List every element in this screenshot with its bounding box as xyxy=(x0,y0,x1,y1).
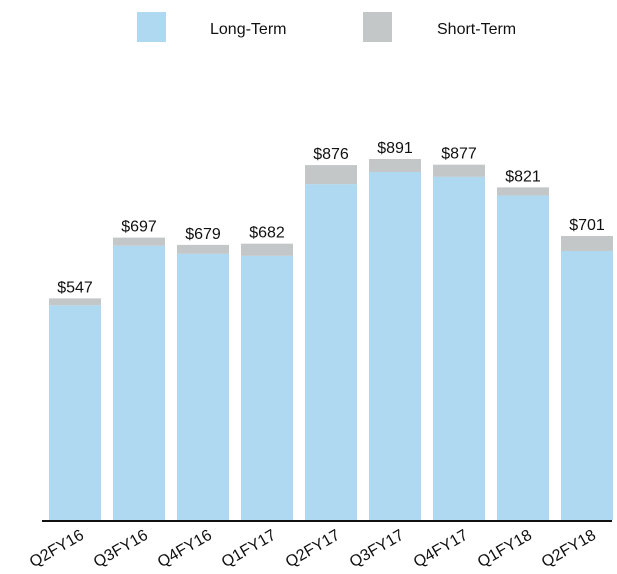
legend-swatch xyxy=(363,12,392,42)
bar-segment xyxy=(369,171,421,520)
bar-segment xyxy=(497,195,549,520)
bar-segment xyxy=(241,243,293,256)
bar-segment xyxy=(241,255,293,520)
bar-segment xyxy=(49,305,101,520)
bar-segment xyxy=(561,250,613,521)
bar-segment xyxy=(497,187,549,196)
bar-segment xyxy=(49,298,101,306)
bar-segment xyxy=(369,159,421,172)
total-label: $877 xyxy=(441,146,477,163)
x-tick-label: Q4FY17 xyxy=(411,527,471,572)
legend-swatch xyxy=(137,12,166,42)
bar-segment xyxy=(305,165,357,185)
x-tick-label: Q4FY16 xyxy=(155,527,215,572)
total-label: $682 xyxy=(249,225,285,242)
bar-segment xyxy=(433,176,485,521)
total-label: $701 xyxy=(569,217,605,234)
bar-segment xyxy=(113,237,165,246)
x-tick-label: Q3FY17 xyxy=(347,527,407,572)
bar-segment xyxy=(177,253,229,520)
bar-segment xyxy=(113,245,165,520)
total-label: $876 xyxy=(313,146,349,163)
x-tick-label: Q1FY18 xyxy=(475,527,535,572)
total-label: $821 xyxy=(505,168,541,185)
bar-segment xyxy=(177,244,229,254)
bar-segment xyxy=(561,235,613,251)
total-label: $891 xyxy=(377,140,413,157)
total-label: $679 xyxy=(185,226,221,243)
x-tick-label: Q2FY16 xyxy=(27,527,87,572)
legend-label: Short-Term xyxy=(437,21,516,38)
legend-label: Long-Term xyxy=(210,21,286,38)
total-label: $547 xyxy=(57,279,93,296)
total-label: $697 xyxy=(121,219,157,236)
bar-segment xyxy=(433,164,485,177)
x-tick-label: Q2FY17 xyxy=(283,527,343,572)
x-tick-label: Q3FY16 xyxy=(91,527,151,572)
x-tick-label: Q2FY18 xyxy=(539,527,599,572)
x-tick-label: Q1FY17 xyxy=(219,527,279,572)
bar-segment xyxy=(305,184,357,520)
